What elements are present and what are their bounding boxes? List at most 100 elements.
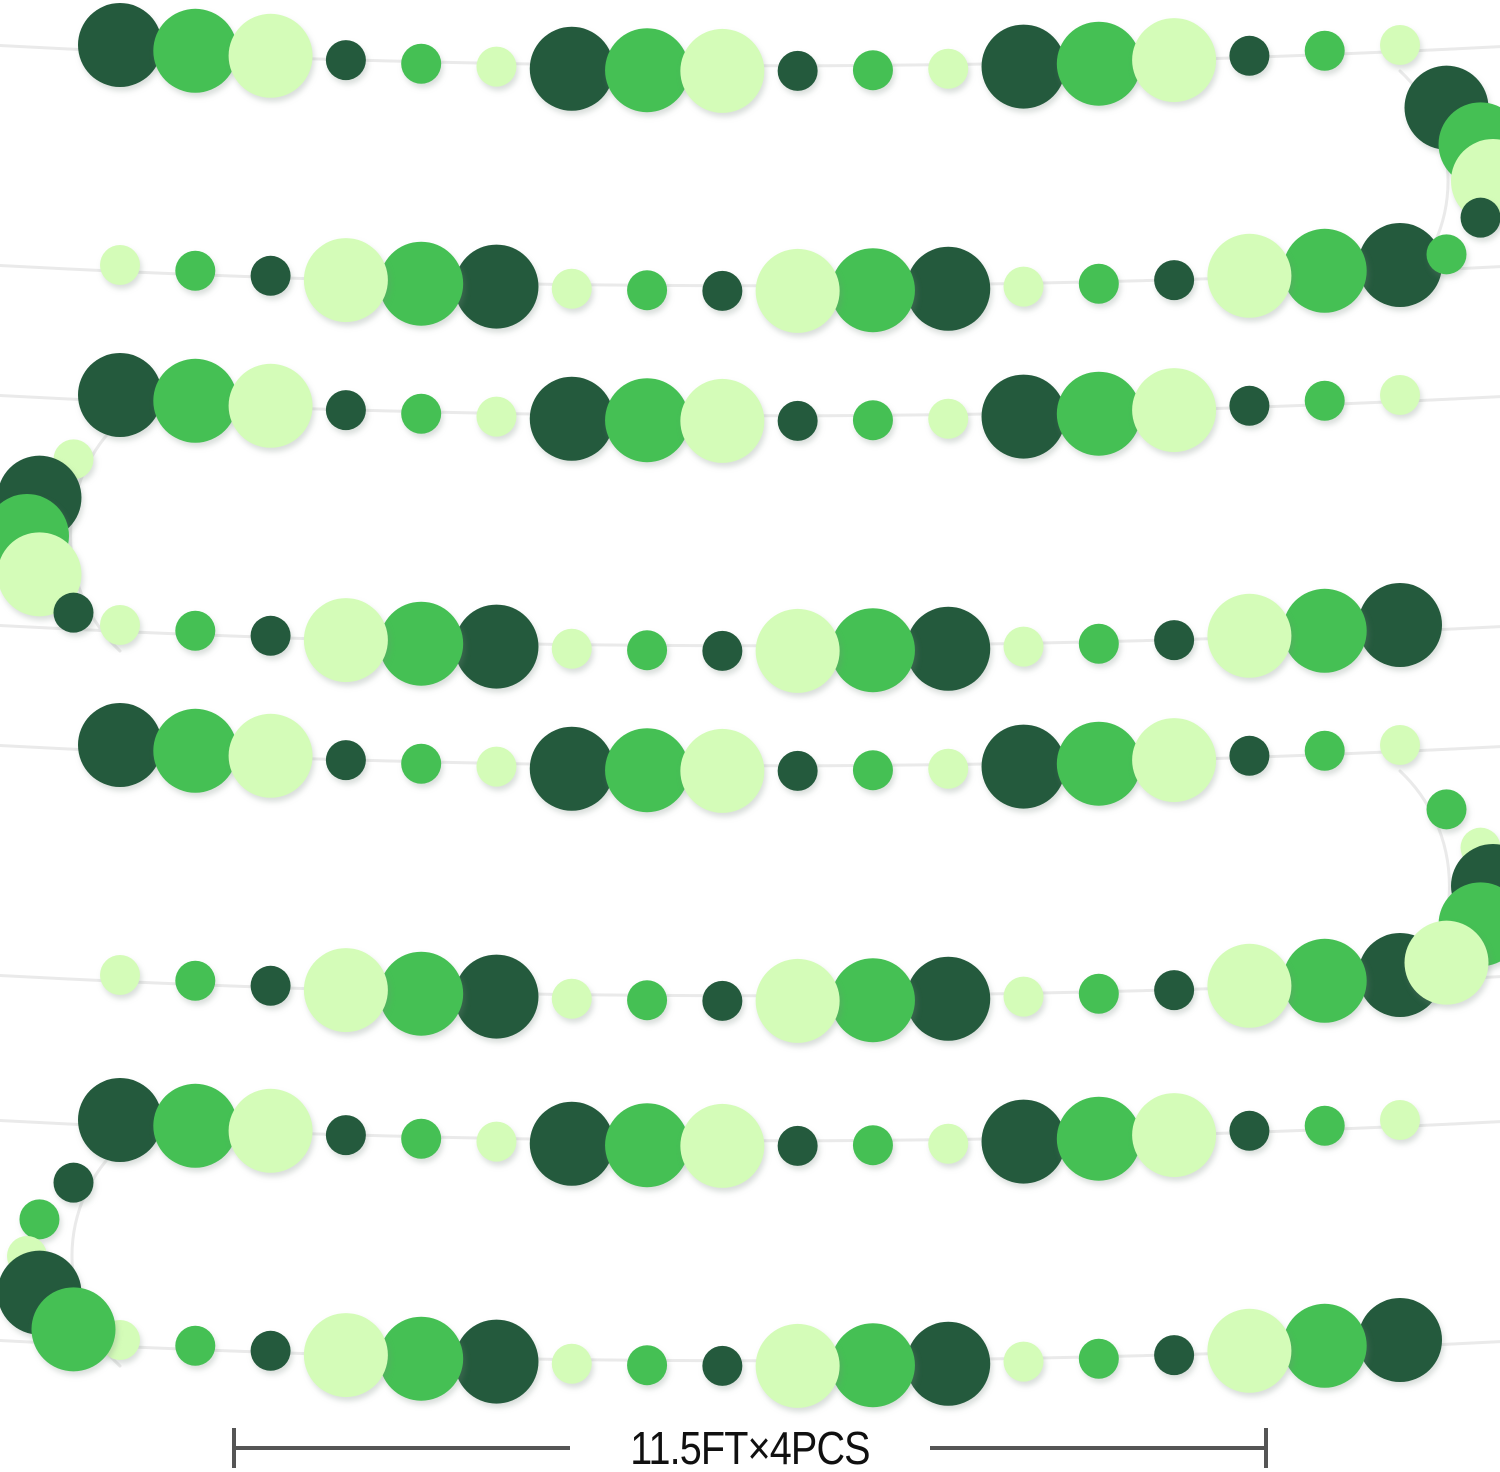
garland-dot bbox=[680, 728, 765, 813]
garland-dot bbox=[1304, 380, 1345, 421]
garland-dot bbox=[476, 396, 517, 437]
garland-dot bbox=[981, 24, 1066, 109]
garland-dot bbox=[454, 604, 539, 689]
garland-dot bbox=[325, 40, 366, 81]
garland-dot bbox=[1132, 368, 1217, 453]
garland-dot bbox=[1229, 735, 1270, 776]
garland-dot bbox=[627, 270, 668, 311]
garland-dot bbox=[702, 270, 743, 311]
garland-dot bbox=[1154, 970, 1195, 1011]
garland-dot bbox=[1229, 1110, 1270, 1151]
garland-dot bbox=[100, 245, 140, 285]
garland-dot bbox=[1282, 938, 1367, 1023]
garland-dot bbox=[250, 255, 291, 296]
garland-dot bbox=[325, 390, 366, 431]
garland-dot bbox=[1282, 1303, 1367, 1388]
garland-dot bbox=[529, 376, 614, 461]
garland-dot bbox=[830, 958, 915, 1043]
garland-dot bbox=[379, 601, 464, 686]
garland-dot bbox=[303, 1313, 388, 1398]
garland-dot bbox=[1132, 718, 1217, 803]
garland-dot bbox=[755, 1323, 840, 1408]
garland-dot bbox=[228, 1088, 313, 1173]
garland-dot bbox=[100, 605, 140, 645]
garland-dot bbox=[250, 615, 291, 656]
garland-dot bbox=[906, 956, 991, 1041]
garland-dot bbox=[852, 400, 893, 441]
garland-dot bbox=[401, 743, 442, 784]
garland-dot bbox=[53, 592, 94, 633]
garland-dot bbox=[1132, 18, 1217, 103]
garland-dot bbox=[401, 1118, 442, 1159]
garland-dot bbox=[1380, 375, 1420, 415]
garland-dot bbox=[1426, 234, 1467, 275]
garland-dot bbox=[476, 1121, 517, 1162]
garland-dot bbox=[605, 378, 690, 463]
garland-dot bbox=[906, 1321, 991, 1406]
garland-dot bbox=[605, 28, 690, 113]
garland-dot bbox=[175, 610, 216, 651]
garland-dot bbox=[175, 1325, 216, 1366]
garland-dot bbox=[153, 8, 238, 93]
garland-dot bbox=[755, 958, 840, 1043]
garland-dot bbox=[1460, 197, 1500, 238]
garland-dot bbox=[1282, 228, 1367, 313]
garland-dot bbox=[1426, 789, 1467, 830]
garland-dot bbox=[1078, 263, 1119, 304]
garland-dot bbox=[1003, 266, 1044, 307]
garland-dot bbox=[1154, 1335, 1195, 1376]
garland-dot bbox=[250, 965, 291, 1006]
garland-dot bbox=[605, 728, 690, 813]
garland-dot bbox=[1207, 233, 1292, 318]
garland-dot bbox=[551, 628, 592, 669]
garland-dot bbox=[928, 398, 969, 439]
garland-dots bbox=[0, 3, 1500, 1408]
garland-dot bbox=[325, 740, 366, 781]
garland-dot bbox=[928, 1123, 969, 1164]
garland-dot bbox=[680, 378, 765, 463]
garland-dot bbox=[228, 363, 313, 448]
garland-dot bbox=[777, 1125, 818, 1166]
garland-dot bbox=[777, 750, 818, 791]
garland-dot bbox=[19, 1199, 60, 1240]
garland-dot bbox=[627, 980, 668, 1021]
garland-dot bbox=[303, 948, 388, 1033]
garland-dot bbox=[852, 50, 893, 91]
garland-dot bbox=[78, 3, 162, 87]
garland-dot bbox=[777, 400, 818, 441]
garland-dot bbox=[605, 1103, 690, 1188]
garland-dot bbox=[250, 1330, 291, 1371]
garland-dot bbox=[702, 980, 743, 1021]
garland-dot bbox=[175, 960, 216, 1001]
garland-dot bbox=[755, 248, 840, 333]
garland-dot bbox=[31, 1287, 116, 1372]
garland-dot bbox=[1229, 385, 1270, 426]
garland-dot bbox=[454, 954, 539, 1039]
garland-dot bbox=[1003, 626, 1044, 667]
garland-dot bbox=[1132, 1093, 1217, 1178]
garland-dot bbox=[228, 713, 313, 798]
garland-dot bbox=[78, 353, 162, 437]
garland-dot bbox=[529, 726, 614, 811]
garland-dot bbox=[981, 724, 1066, 809]
garland-dot bbox=[1229, 35, 1270, 76]
garland-dot bbox=[401, 393, 442, 434]
garland-dot bbox=[830, 608, 915, 693]
garland-dot bbox=[153, 1083, 238, 1168]
dimension-label: 11.5FT×4PCS bbox=[630, 1422, 870, 1472]
garland-dot bbox=[303, 598, 388, 683]
garland-dot bbox=[680, 1103, 765, 1188]
garland-dot bbox=[175, 250, 216, 291]
garland-dot bbox=[0, 532, 82, 617]
garland-dot bbox=[1304, 730, 1345, 771]
garland-dot bbox=[1304, 1105, 1345, 1146]
garland-dot bbox=[153, 358, 238, 443]
garland-dot bbox=[100, 955, 140, 995]
garland-dot bbox=[627, 630, 668, 671]
dimension-label-backdrop bbox=[570, 1428, 930, 1472]
garland-dot bbox=[1003, 976, 1044, 1017]
garland-dot bbox=[702, 630, 743, 671]
garland-dot bbox=[325, 1115, 366, 1156]
garland-dot bbox=[78, 703, 162, 787]
